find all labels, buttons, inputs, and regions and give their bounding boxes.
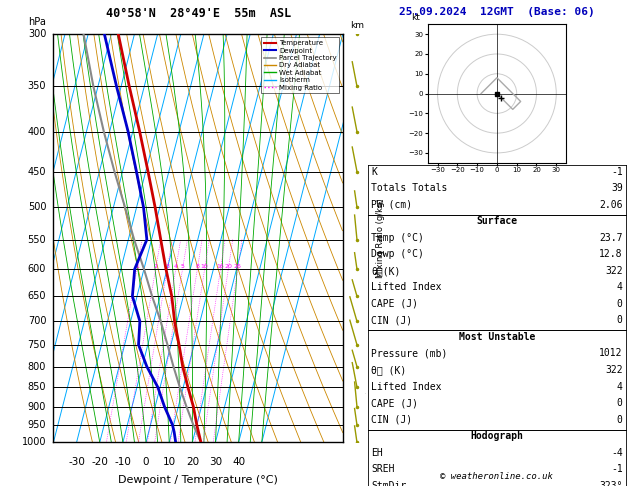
Text: CIN (J): CIN (J) — [371, 315, 412, 326]
Text: Dewp (°C): Dewp (°C) — [371, 249, 424, 260]
Text: Most Unstable: Most Unstable — [459, 332, 535, 342]
Text: 800: 800 — [28, 362, 47, 372]
Text: 3: 3 — [165, 264, 169, 269]
Text: 4: 4 — [350, 274, 356, 283]
Text: 0: 0 — [143, 456, 149, 467]
Text: 1000: 1000 — [22, 437, 47, 447]
Text: 4: 4 — [617, 282, 623, 293]
Text: 5: 5 — [350, 228, 356, 238]
Text: -30: -30 — [68, 456, 85, 467]
Text: 0: 0 — [617, 415, 623, 425]
Text: 322: 322 — [605, 365, 623, 375]
Text: Hodograph: Hodograph — [470, 431, 523, 441]
Text: 40°58'N  28°49'E  55m  ASL: 40°58'N 28°49'E 55m ASL — [106, 7, 291, 20]
Text: Lifted Index: Lifted Index — [371, 382, 442, 392]
Text: 700: 700 — [28, 316, 47, 326]
Text: 25.09.2024  12GMT  (Base: 06): 25.09.2024 12GMT (Base: 06) — [399, 7, 595, 17]
Text: 8: 8 — [350, 87, 356, 97]
Text: EH: EH — [371, 448, 383, 458]
Text: Totals Totals: Totals Totals — [371, 183, 447, 193]
Text: 3: 3 — [350, 320, 356, 330]
Text: 10: 10 — [201, 264, 209, 269]
Text: 2.06: 2.06 — [599, 200, 623, 210]
Text: km: km — [350, 21, 364, 30]
Text: 10: 10 — [163, 456, 175, 467]
Text: SREH: SREH — [371, 464, 394, 474]
Text: ASL: ASL — [349, 46, 365, 55]
Legend: Temperature, Dewpoint, Parcel Trajectory, Dry Adiabat, Wet Adiabat, Isotherm, Mi: Temperature, Dewpoint, Parcel Trajectory… — [261, 37, 339, 93]
Text: Surface: Surface — [476, 216, 518, 226]
Text: -20: -20 — [91, 456, 108, 467]
Text: 23.7: 23.7 — [599, 233, 623, 243]
Text: 650: 650 — [28, 291, 47, 301]
Text: Temp (°C): Temp (°C) — [371, 233, 424, 243]
Text: 750: 750 — [28, 340, 47, 350]
Text: hPa: hPa — [28, 17, 46, 27]
Text: Lifted Index: Lifted Index — [371, 282, 442, 293]
Text: © weatheronline.co.uk: © weatheronline.co.uk — [440, 472, 554, 481]
Text: θᴇ(K): θᴇ(K) — [371, 266, 401, 276]
Text: 0: 0 — [617, 398, 623, 408]
Text: 600: 600 — [28, 264, 47, 274]
Text: 350: 350 — [28, 81, 47, 91]
Text: 1012: 1012 — [599, 348, 623, 359]
Text: 26: 26 — [234, 264, 242, 269]
Text: Dewpoint / Temperature (°C): Dewpoint / Temperature (°C) — [118, 475, 278, 485]
Text: 450: 450 — [28, 167, 47, 176]
Text: 850: 850 — [28, 382, 47, 392]
Text: 16: 16 — [216, 264, 225, 269]
Text: 1: 1 — [135, 264, 139, 269]
Text: StmDir: StmDir — [371, 481, 406, 486]
Text: 4: 4 — [174, 264, 178, 269]
Text: K: K — [371, 167, 377, 177]
Text: θᴇ (K): θᴇ (K) — [371, 365, 406, 375]
Text: 2: 2 — [153, 264, 158, 269]
Text: 40: 40 — [232, 456, 245, 467]
Text: 30: 30 — [209, 456, 222, 467]
Text: 300: 300 — [28, 29, 47, 39]
Text: 20: 20 — [186, 456, 199, 467]
Text: PW (cm): PW (cm) — [371, 200, 412, 210]
Text: 500: 500 — [28, 202, 47, 212]
Text: -4: -4 — [611, 448, 623, 458]
Text: CIN (J): CIN (J) — [371, 415, 412, 425]
Text: CAPE (J): CAPE (J) — [371, 299, 418, 309]
Text: 950: 950 — [28, 420, 47, 430]
Text: 322: 322 — [605, 266, 623, 276]
Text: LCL: LCL — [350, 387, 365, 396]
Text: 20: 20 — [225, 264, 232, 269]
Text: 5: 5 — [181, 264, 184, 269]
Text: 2: 2 — [350, 363, 356, 372]
Text: -10: -10 — [114, 456, 131, 467]
Text: 550: 550 — [28, 235, 47, 244]
Text: 400: 400 — [28, 126, 47, 137]
Text: Mixing Ratio (g/kg): Mixing Ratio (g/kg) — [376, 198, 385, 278]
Text: -1: -1 — [611, 167, 623, 177]
Text: 323°: 323° — [599, 481, 623, 486]
Text: CAPE (J): CAPE (J) — [371, 398, 418, 408]
Text: 900: 900 — [28, 401, 47, 412]
Text: 12.8: 12.8 — [599, 249, 623, 260]
Text: 0: 0 — [617, 299, 623, 309]
Text: kt: kt — [411, 13, 420, 21]
Text: 8: 8 — [196, 264, 199, 269]
Text: 0: 0 — [617, 315, 623, 326]
Text: 39: 39 — [611, 183, 623, 193]
Text: 4: 4 — [617, 382, 623, 392]
Text: Pressure (mb): Pressure (mb) — [371, 348, 447, 359]
Text: 6: 6 — [350, 181, 356, 191]
Text: 7: 7 — [350, 133, 356, 143]
Text: -1: -1 — [611, 464, 623, 474]
Text: 1: 1 — [350, 401, 356, 411]
